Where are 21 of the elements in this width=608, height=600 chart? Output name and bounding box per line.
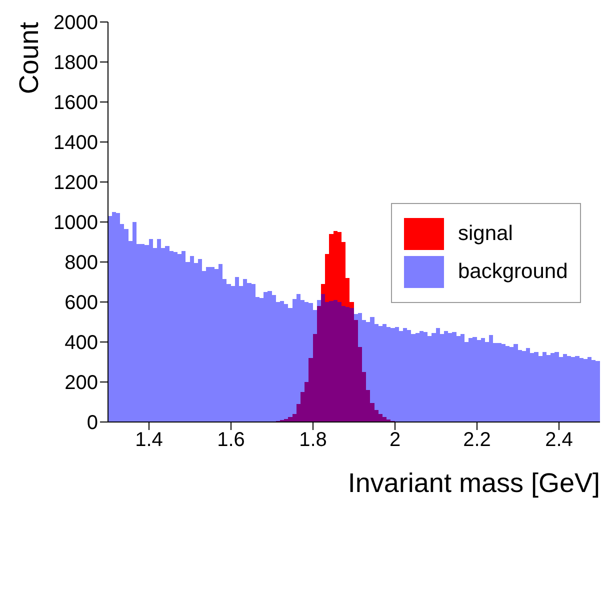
x-tick-label: 1.6	[217, 429, 245, 452]
y-tick-label: 200	[64, 372, 98, 394]
y-tick-label: 1800	[54, 52, 98, 74]
y-tick-label: 400	[64, 332, 98, 354]
x-tick-label: 1.8	[299, 429, 327, 452]
y-tick-label: 1000	[54, 212, 98, 234]
legend-label: background	[458, 260, 568, 284]
x-tick-label: 2.4	[545, 429, 573, 452]
x-axis-title: Invariant mass [GeV]	[348, 468, 600, 498]
y-tick-label: 600	[64, 292, 98, 314]
y-tick-label: 1200	[54, 172, 98, 194]
y-tick-label: 2000	[54, 12, 98, 34]
y-tick-label: 1400	[54, 132, 98, 154]
legend-label: signal	[458, 222, 513, 246]
x-tick-label: 1.4	[135, 429, 163, 452]
y-axis-title: Count	[14, 22, 44, 94]
y-tick-label: 800	[64, 252, 98, 274]
y-tick-label: 1600	[54, 92, 98, 114]
x-tick-label: 2.2	[463, 429, 491, 452]
x-tick-label: 2	[389, 429, 401, 452]
y-tick-label: 0	[86, 412, 98, 434]
